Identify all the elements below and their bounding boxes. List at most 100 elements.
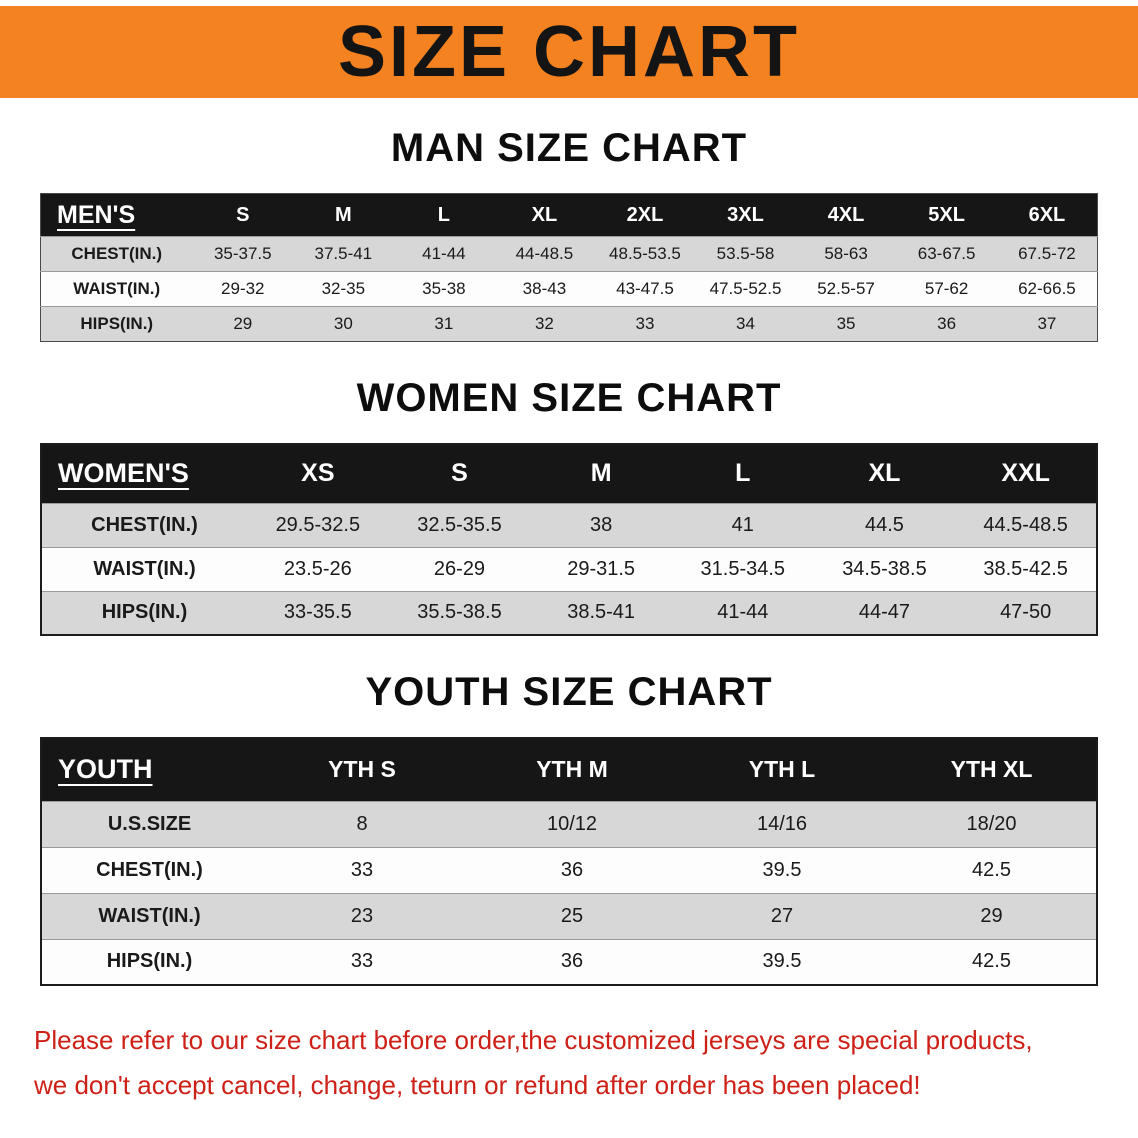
size-value-cell: 33 [257,846,467,893]
size-header-cell: S [388,444,531,503]
size-value-cell: 32-35 [293,271,394,307]
size-header-cell: 6XL [996,193,1098,237]
size-value-cell: 31 [393,306,495,342]
table-title-cell: MEN'S [40,193,193,237]
size-header-cell: L [393,193,495,237]
youth-table-head: YOUTH YTH S YTH M YTH L YTH XL [41,738,1097,801]
size-value-cell: 47.5-52.5 [695,271,796,307]
table-title-cell: WOMEN'S [41,444,247,503]
table-title-cell: YOUTH [41,738,257,801]
size-value-cell: 37.5-41 [293,236,394,272]
size-value-cell: 35-38 [393,271,495,307]
youth-table-body: U.S.SIZE 8 10/12 14/16 18/20 CHEST(IN.) 33 36 39… [41,800,1097,985]
row-label-cell: CHEST(IN.) [41,846,257,893]
size-value-cell: 35-37.5 [192,236,294,272]
size-value-cell: 38-43 [494,271,595,307]
row-label-cell: U.S.SIZE [41,800,257,847]
size-value-cell: 29-32 [192,271,294,307]
size-header-cell: XXL [955,444,1097,503]
size-value-cell: 48.5-53.5 [594,236,696,272]
size-value-cell: 37 [996,306,1098,342]
size-value-cell: 67.5-72 [996,236,1098,272]
header-row: MEN'S S M L XL 2XL 3XL 4XL 5XL 6XL [40,193,1098,237]
size-header-cell: L [671,444,814,503]
size-value-cell: 44-47 [813,590,956,635]
size-header-cell: XS [247,444,389,503]
size-header-cell: 5XL [896,193,997,237]
women-table-body: CHEST(IN.) 29.5-32.5 32.5-35.5 38 41 44.5 44.5… [41,502,1097,635]
measurement-row: HIPS(IN.) 29 30 31 32 33 34 35 36 37 [40,306,1098,342]
size-chart-banner: SIZE CHART [0,6,1138,98]
size-value-cell: 33 [594,306,696,342]
header-row: YOUTH YTH S YTH M YTH L YTH XL [41,738,1097,801]
row-label-cell: WAIST(IN.) [40,271,193,307]
size-value-cell: 38.5-41 [530,590,672,635]
size-value-cell: 36 [896,306,997,342]
size-header-cell: XL [813,444,956,503]
size-header-cell: 3XL [695,193,796,237]
row-label-cell: CHEST(IN.) [40,236,193,272]
size-value-cell: 58-63 [795,236,897,272]
youth-size-section: YOUTH SIZE CHART YOUTH YTH S YTH M YTH L YTH… [0,670,1138,986]
size-header-cell: YTH XL [887,738,1097,801]
size-value-cell: 32 [494,306,595,342]
size-value-cell: 38.5-42.5 [955,546,1097,591]
row-label-cell: HIPS(IN.) [41,590,247,635]
size-value-cell: 44-48.5 [494,236,595,272]
size-value-cell: 34.5-38.5 [813,546,956,591]
size-value-cell: 47-50 [955,590,1097,635]
size-value-cell: 35 [795,306,897,342]
women-table-head: WOMEN'S XS S M L XL XXL [41,444,1097,503]
size-value-cell: 23 [257,892,467,939]
measurement-row: HIPS(IN.) 33 36 39.5 42.5 [41,938,1097,985]
size-value-cell: 27 [677,892,887,939]
page-title: SIZE CHART [338,12,800,92]
size-value-cell: 33-35.5 [247,590,389,635]
disclaimer-line-1: Please refer to our size chart before or… [34,1025,1033,1055]
size-value-cell: 26-29 [388,546,531,591]
youth-section-heading: YOUTH SIZE CHART [365,670,773,714]
measurement-row: HIPS(IN.) 33-35.5 35.5-38.5 38.5-41 41-44 44-… [41,590,1097,635]
size-value-cell: 41-44 [393,236,495,272]
disclaimer: Please refer to our size chart before or… [0,1018,1138,1108]
size-value-cell: 42.5 [887,938,1097,985]
row-label-cell: HIPS(IN.) [40,306,193,342]
row-label-cell: WAIST(IN.) [41,892,257,939]
youth-size-table: YOUTH YTH S YTH M YTH L YTH XL U.S.SIZE 8 10/1… [40,737,1098,986]
size-value-cell: 34 [695,306,796,342]
size-value-cell: 29 [192,306,294,342]
header-row: WOMEN'S XS S M L XL XXL [41,444,1097,503]
size-value-cell: 25 [467,892,677,939]
size-header-cell: YTH M [467,738,677,801]
size-header-cell: XL [494,193,595,237]
men-table-body: CHEST(IN.) 35-37.5 37.5-41 41-44 44-48.5 48.5… [40,236,1098,342]
measurement-row: WAIST(IN.) 29-32 32-35 35-38 38-43 43-47.5 47.… [40,271,1098,307]
size-value-cell: 41-44 [671,590,814,635]
size-value-cell: 43-47.5 [594,271,696,307]
size-header-cell: 2XL [594,193,696,237]
size-header-cell: 4XL [795,193,897,237]
size-value-cell: 39.5 [677,846,887,893]
size-value-cell: 36 [467,846,677,893]
size-header-cell: M [530,444,672,503]
size-value-cell: 38 [530,502,672,547]
size-value-cell: 14/16 [677,800,887,847]
size-value-cell: 44.5 [813,502,956,547]
women-size-section: WOMEN SIZE CHART WOMEN'S XS S M L XL XXL CHEST… [0,376,1138,636]
men-table-head: MEN'S S M L XL 2XL 3XL 4XL 5XL 6XL [40,193,1098,237]
size-value-cell: 30 [293,306,394,342]
size-header-cell: YTH S [257,738,467,801]
size-value-cell: 53.5-58 [695,236,796,272]
size-value-cell: 44.5-48.5 [955,502,1097,547]
size-value-cell: 39.5 [677,938,887,985]
size-value-cell: 10/12 [467,800,677,847]
women-section-heading: WOMEN SIZE CHART [356,376,782,420]
size-value-cell: 52.5-57 [795,271,897,307]
row-label-cell: CHEST(IN.) [41,502,247,547]
disclaimer-line-2: we don't accept cancel, change, teturn o… [34,1070,921,1100]
size-value-cell: 29-31.5 [530,546,672,591]
row-label-cell: HIPS(IN.) [41,938,257,985]
size-value-cell: 62-66.5 [996,271,1098,307]
size-value-cell: 63-67.5 [896,236,997,272]
size-value-cell: 18/20 [887,800,1097,847]
